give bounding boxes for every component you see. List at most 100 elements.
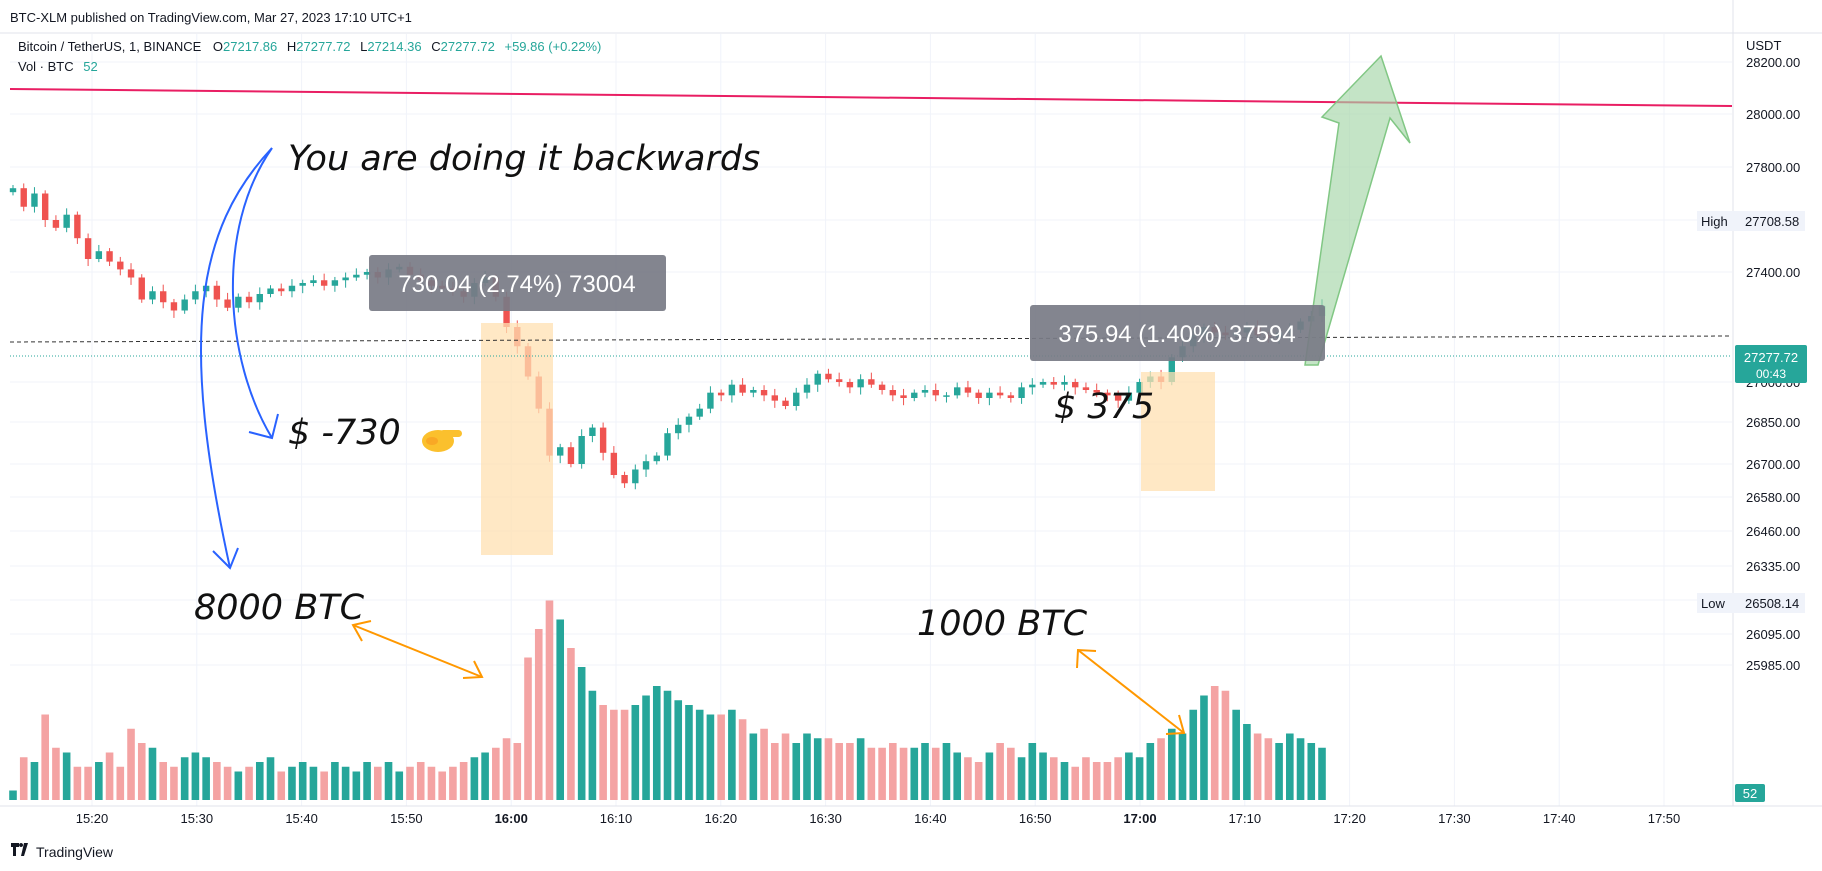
- high-badge: High 27708.58: [1697, 211, 1805, 231]
- volume-bar: [1039, 752, 1047, 800]
- candle-body: [353, 274, 360, 278]
- volume-bar: [524, 657, 532, 800]
- volume-bar: [374, 766, 382, 800]
- candle-body: [696, 408, 703, 417]
- time-tick-label: 15:50: [390, 811, 423, 826]
- volume-bar: [9, 790, 17, 800]
- volume-bar: [642, 695, 650, 800]
- candle-body: [793, 392, 800, 406]
- blue-arrows: [200, 147, 279, 570]
- volume-bar: [781, 733, 790, 800]
- candle-body: [750, 390, 757, 393]
- candle-body: [9, 188, 17, 193]
- volume-bar: [964, 757, 972, 800]
- candle-body: [567, 447, 575, 464]
- price-tick-label: 28200.00: [1746, 55, 1800, 70]
- svg-text:52: 52: [1743, 786, 1757, 801]
- candle-body: [138, 277, 145, 300]
- volume-bar: [996, 743, 1004, 800]
- volume-bar: [470, 757, 479, 800]
- volume-bar: [931, 747, 940, 800]
- volume-bar: [213, 762, 221, 800]
- volume-bar: [1232, 709, 1240, 800]
- candle-body: [84, 238, 92, 259]
- candle-body: [310, 280, 317, 283]
- candle-body: [857, 379, 864, 388]
- volume-bar: [341, 766, 350, 800]
- volume-bar: [245, 766, 253, 800]
- candle-body: [717, 392, 725, 396]
- rise-highlight-box: [1141, 372, 1215, 491]
- candle-body: [320, 280, 328, 286]
- dashed-level-line: [9, 335, 1733, 343]
- volume-bar: [331, 762, 339, 800]
- time-tick-label: 17:30: [1438, 811, 1471, 826]
- volume-bar: [899, 747, 908, 800]
- price-tick-label: 26700.00: [1746, 457, 1800, 472]
- volume-bar: [438, 771, 446, 800]
- candle-body: [953, 387, 961, 396]
- time-tick-label: 16:40: [914, 811, 947, 826]
- volume-legend: Vol · BTC 52: [18, 59, 98, 74]
- volume-bar: [717, 714, 725, 800]
- volume-bar: [449, 766, 457, 800]
- price-tick-label: 25985.00: [1746, 658, 1800, 673]
- candle-body: [1125, 392, 1133, 401]
- volume-bar: [545, 600, 554, 800]
- volume-bar: [234, 771, 243, 800]
- volume-bar: [599, 705, 607, 800]
- candle-body: [653, 455, 660, 462]
- volume-bar: [1286, 733, 1294, 800]
- volume-bar: [1264, 738, 1273, 800]
- candle-body: [889, 390, 897, 396]
- trendline[interactable]: [9, 88, 1733, 107]
- volume-bar: [674, 700, 683, 800]
- time-tick-label: 16:30: [809, 811, 842, 826]
- volume-bar: [62, 752, 71, 800]
- volume-bar: [770, 743, 779, 800]
- candle-body: [74, 214, 81, 239]
- candle-body: [825, 373, 832, 380]
- volume-bar: [695, 709, 704, 800]
- candle-body: [95, 251, 103, 259]
- time-axis[interactable]: 15:20 15:30 15:40 15:50 16:00 16:10 16:20 16:30…: [0, 805, 1822, 826]
- price-axis[interactable]: USDT 28200.0028000.0027800.0027600.00274…: [1732, 0, 1800, 806]
- candle-body: [1093, 390, 1100, 393]
- candle-body: [557, 447, 564, 456]
- volume-bar: [1178, 733, 1187, 800]
- candle-body: [1082, 387, 1090, 390]
- volume-bar: [170, 766, 178, 800]
- volume-bar: [567, 648, 575, 800]
- volume-bar: [19, 757, 28, 800]
- candle-body: [256, 294, 263, 303]
- symbol-name: Bitcoin / TetherUS, 1, BINANCE: [18, 39, 202, 54]
- low-badge: Low 26508.14: [1697, 593, 1805, 613]
- volume-bar: [84, 766, 92, 800]
- candle-body: [900, 395, 907, 398]
- candle-body: [299, 283, 306, 286]
- volume-bar: [867, 747, 876, 800]
- volume-bar: [846, 743, 854, 800]
- volume-bar: [1028, 743, 1037, 800]
- volume-bar: [760, 728, 768, 800]
- volume-bar: [41, 714, 49, 800]
- price-tick-label: 26580.00: [1746, 490, 1800, 505]
- svg-text:26508.14: 26508.14: [1745, 596, 1799, 611]
- volume-bar: [1189, 709, 1198, 800]
- volume-bar: [835, 743, 843, 800]
- volume-bar: [1082, 757, 1090, 800]
- volume-bar: [577, 667, 586, 800]
- candle-body: [288, 285, 296, 292]
- price-tick-label: 28000.00: [1746, 107, 1800, 122]
- note-8000-btc: 8000 BTC: [194, 588, 365, 628]
- candle-body: [106, 251, 113, 262]
- candle-body: [911, 392, 918, 398]
- candle-body: [589, 427, 596, 436]
- volume-bar: [191, 752, 200, 800]
- volume-bar: [792, 743, 801, 800]
- candle-body: [642, 461, 650, 470]
- note-minus-730: $ -730: [288, 413, 401, 453]
- candle-body: [975, 392, 982, 398]
- candle-body: [181, 299, 188, 311]
